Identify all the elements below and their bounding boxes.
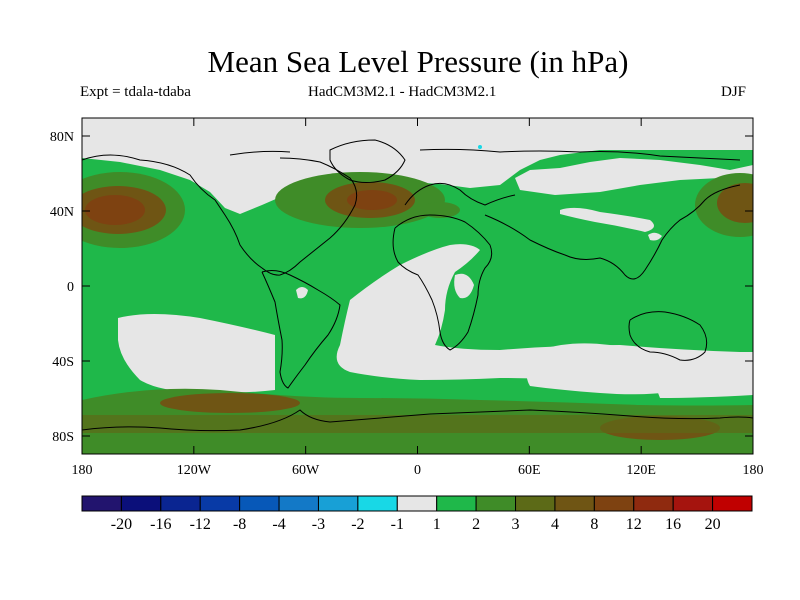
colorbar-label: -1 <box>391 516 404 533</box>
map-field <box>82 118 753 454</box>
coastline-south-america <box>261 270 341 389</box>
north-pacific-core-west <box>85 195 145 225</box>
colorbar-swatch <box>160 495 201 512</box>
colorbar-label: -8 <box>233 516 246 533</box>
africa-neutral-patch <box>454 273 474 299</box>
colorbar-label: 4 <box>551 516 559 533</box>
colorbar-swatch <box>396 495 438 512</box>
lon-tick-label: 180 <box>72 463 93 478</box>
colorbar-label: -4 <box>272 516 285 533</box>
colorbar-swatch <box>436 495 477 512</box>
southern-neutral-region <box>118 314 275 393</box>
model-label: HadCM3M2.1 - HadCM3M2.1 <box>308 84 497 100</box>
lon-tick-label: 120E <box>626 463 656 478</box>
colorbar-label: 20 <box>705 516 721 533</box>
map-title: Mean Sea Level Pressure (in hPa) <box>207 44 629 79</box>
colorbar-label: -3 <box>312 516 325 533</box>
arctic-neutral-region <box>82 118 753 195</box>
colorbar-swatch <box>672 495 714 512</box>
colorbar-swatch <box>199 495 241 512</box>
colorbar-swatch <box>712 495 753 512</box>
colorbar-label: 3 <box>512 516 520 533</box>
season-label: DJF <box>721 84 747 100</box>
colorbar-label: 16 <box>665 516 681 533</box>
coastline-africa <box>392 214 493 351</box>
colorbar-label: -16 <box>150 516 171 533</box>
colorbar-swatch <box>475 495 517 512</box>
eastasia-neutral-patch <box>648 232 662 241</box>
coastline-greenland <box>329 139 406 183</box>
coastline-europe <box>404 182 516 206</box>
colorbar-label: 2 <box>472 516 480 533</box>
experiment-label: Expt = tdala-tdaba <box>80 84 191 100</box>
cyan-dot <box>478 145 482 149</box>
southern-brown-high-west <box>160 393 300 413</box>
colorbar-swatch <box>278 495 319 512</box>
lon-tick-label: 0 <box>414 463 421 478</box>
colorbar-swatch <box>515 495 556 512</box>
lon-tick-label: 120W <box>177 463 212 478</box>
lat-tick-label: 80S <box>52 430 74 445</box>
lat-tick-label: 40N <box>50 205 74 220</box>
north-atlantic-core <box>347 190 397 210</box>
colorbar-swatch <box>357 495 398 512</box>
lat-tick-label: 80N <box>50 130 74 145</box>
lon-tick-label: 60W <box>292 463 320 478</box>
longitude-axis: 180 120W 60W 0 60E 120E 180 <box>72 118 764 478</box>
coastline-north-america <box>82 154 358 276</box>
colorbar-swatch <box>120 495 162 512</box>
lon-tick-label: 60E <box>518 463 541 478</box>
latitude-axis: 80N 40N 0 40S 80S <box>50 130 753 445</box>
colorbar-swatch <box>593 495 635 512</box>
colorbar-swatch <box>317 495 359 512</box>
colorbar-label: 1 <box>433 516 441 533</box>
coastlines <box>82 139 753 432</box>
indian-ocean-neutral-region <box>526 343 670 395</box>
coastline-asia <box>484 184 741 280</box>
brazil-neutral-patch <box>296 287 308 299</box>
colorbar-label: -20 <box>111 516 132 533</box>
colorbar-label: -12 <box>190 516 211 533</box>
north-america-neutral-region <box>82 118 753 214</box>
lat-tick-label: 0 <box>67 280 74 295</box>
coastline-arctic <box>229 148 741 161</box>
colorbar-label: 8 <box>590 516 598 533</box>
colorbar-swatch <box>633 495 674 512</box>
mediterranean-olive-patch <box>420 202 460 218</box>
colorbar-swatch <box>554 495 595 512</box>
north-pacific-brown-east <box>717 183 753 223</box>
colorbar-label: -2 <box>351 516 364 533</box>
colorbar-swatch <box>239 495 280 512</box>
colorbar-swatch <box>81 495 122 512</box>
colorbar-labels: -20 -16 -12 -8 -4 -3 -2 -1 1 2 3 4 8 12 16 20 <box>111 516 721 533</box>
colorbar <box>81 495 753 512</box>
coastline-antarctica <box>82 409 753 432</box>
asia-neutral-patch <box>560 207 654 232</box>
lat-tick-label: 40S <box>52 355 74 370</box>
coastline-australia <box>628 311 708 361</box>
colorbar-label: 12 <box>626 516 642 533</box>
lon-tick-label: 180 <box>743 463 764 478</box>
